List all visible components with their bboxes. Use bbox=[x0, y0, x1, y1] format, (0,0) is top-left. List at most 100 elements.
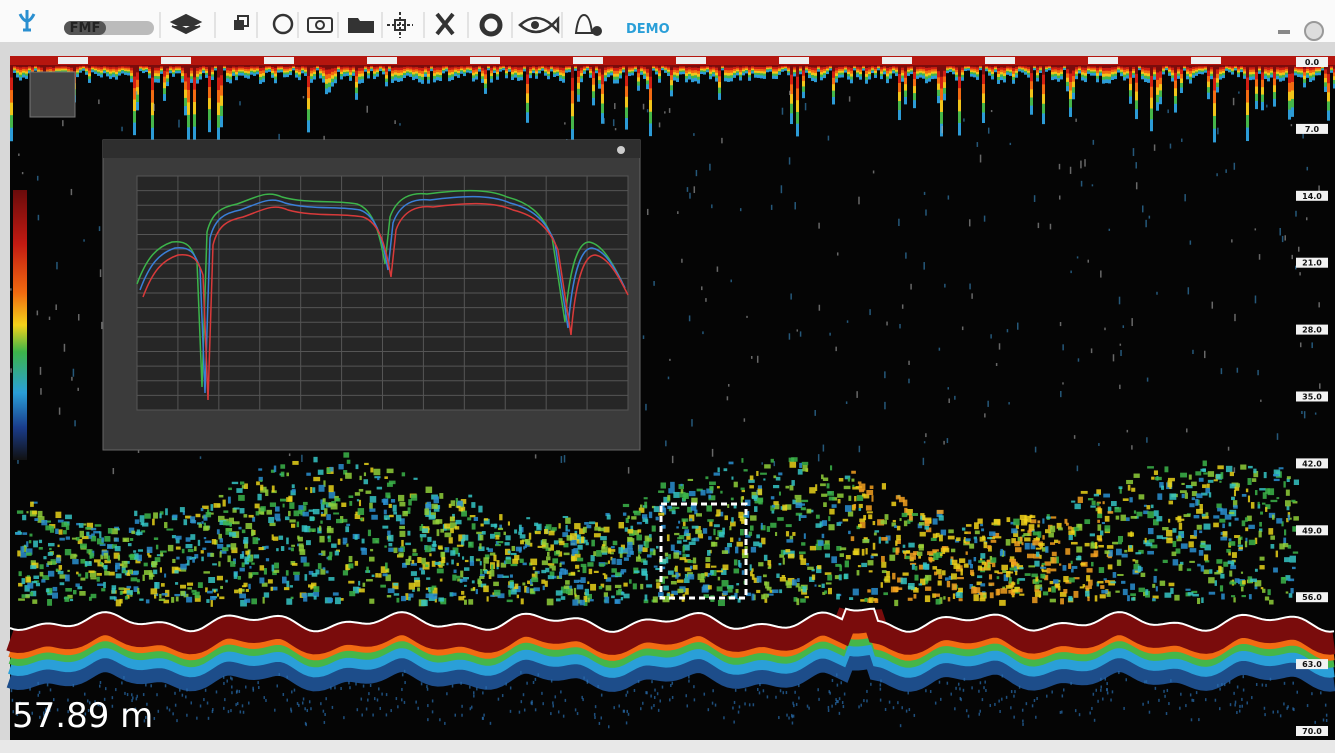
surface-echo bbox=[1168, 73, 1171, 76]
surface-echo bbox=[463, 66, 466, 70]
surface-echo bbox=[262, 70, 265, 75]
surface-echo bbox=[1054, 65, 1057, 69]
tools-icon[interactable] bbox=[435, 12, 455, 36]
surface-echo bbox=[1318, 71, 1321, 74]
surface-echo bbox=[871, 66, 874, 69]
fish-echo bbox=[710, 565, 717, 568]
surface-echo bbox=[1312, 74, 1315, 78]
surface-echo bbox=[334, 76, 337, 81]
fish-echo bbox=[476, 531, 483, 535]
surface-echo bbox=[1174, 65, 1177, 74]
surface-echo bbox=[637, 65, 640, 71]
fish-echo bbox=[828, 524, 835, 531]
fish-echo bbox=[1234, 517, 1239, 521]
surface-echo bbox=[10, 65, 13, 79]
fish-echo bbox=[510, 563, 518, 567]
noise bbox=[1303, 411, 1306, 419]
fish-echo bbox=[1026, 553, 1034, 559]
surface-echo bbox=[331, 65, 334, 70]
folder-icon[interactable] bbox=[348, 18, 374, 33]
surface-echo bbox=[349, 67, 352, 71]
fish-echo bbox=[34, 518, 39, 522]
fish-echo bbox=[179, 507, 185, 513]
surface-echo bbox=[319, 75, 322, 79]
camera-icon[interactable] bbox=[307, 17, 333, 33]
surface-echo bbox=[1201, 66, 1204, 69]
fish-echo bbox=[1051, 551, 1057, 557]
surface-echo bbox=[1060, 67, 1063, 71]
surface-echo bbox=[460, 68, 463, 72]
h-icon[interactable] bbox=[272, 13, 294, 35]
surface-echo bbox=[373, 75, 376, 80]
noise bbox=[1156, 291, 1158, 295]
fish-echo bbox=[241, 585, 247, 588]
fish-echo bbox=[349, 591, 356, 597]
fish-echo bbox=[266, 509, 273, 515]
fish-echo bbox=[210, 504, 214, 511]
fish-echo bbox=[827, 574, 833, 581]
surface-echo bbox=[238, 72, 241, 76]
surface-echo bbox=[292, 68, 295, 71]
surface-echo bbox=[1300, 70, 1303, 74]
surface-echo bbox=[253, 66, 256, 70]
fish-echo bbox=[1207, 479, 1214, 483]
fish-echo bbox=[129, 554, 137, 561]
surface-echo bbox=[709, 67, 712, 71]
surface-echo bbox=[622, 66, 625, 69]
fish-echo bbox=[740, 487, 745, 490]
fish-echo bbox=[43, 556, 47, 560]
surface-echo bbox=[958, 99, 961, 113]
surface-echo bbox=[304, 65, 307, 68]
fish-echo bbox=[273, 569, 280, 573]
fish-echo bbox=[1062, 565, 1067, 571]
surface-echo bbox=[982, 93, 985, 105]
fish-echo bbox=[46, 520, 52, 523]
surface-echo bbox=[619, 71, 622, 75]
surface-echo bbox=[823, 75, 826, 79]
fish-echo bbox=[205, 587, 208, 593]
user-icon[interactable] bbox=[574, 13, 594, 34]
surface-echo bbox=[955, 74, 958, 79]
surface-echo bbox=[247, 67, 250, 71]
fish-echo bbox=[1030, 519, 1037, 524]
surface-echo bbox=[1318, 68, 1321, 71]
noise bbox=[925, 433, 927, 438]
fish-echo bbox=[938, 574, 943, 579]
fish-echo bbox=[520, 540, 524, 545]
fish-echo bbox=[560, 586, 568, 594]
layers-icon[interactable] bbox=[169, 13, 203, 35]
surface-echo bbox=[106, 70, 109, 73]
logo[interactable] bbox=[18, 10, 36, 32]
surface-echo bbox=[328, 78, 331, 84]
surface-echo bbox=[28, 69, 31, 73]
fish-echo bbox=[727, 542, 733, 548]
surface-echo bbox=[733, 66, 736, 70]
fish-echo bbox=[1060, 598, 1064, 605]
surface-echo bbox=[10, 102, 13, 117]
lifebuoy-icon[interactable] bbox=[479, 13, 503, 37]
surface-echo bbox=[1249, 69, 1252, 74]
fish-echo bbox=[831, 504, 837, 508]
time-strip bbox=[10, 56, 1335, 65]
surface-echo bbox=[1237, 70, 1240, 74]
surface-echo bbox=[1288, 73, 1291, 84]
surface-echo bbox=[1231, 69, 1234, 72]
surface-echo bbox=[1021, 66, 1024, 69]
power-button[interactable] bbox=[1304, 21, 1324, 41]
move-icon[interactable] bbox=[387, 12, 413, 38]
fish-echo bbox=[1122, 588, 1128, 596]
surface-echo bbox=[157, 76, 160, 80]
fish-echo bbox=[276, 548, 279, 552]
fish-echo bbox=[653, 565, 658, 568]
fish-icon[interactable] bbox=[518, 15, 560, 35]
fish-echo bbox=[1166, 529, 1173, 537]
surface-echo bbox=[424, 65, 427, 68]
fish-echo bbox=[1088, 579, 1093, 586]
surface-echo bbox=[538, 69, 541, 73]
fish-echo bbox=[504, 542, 510, 546]
surface-echo bbox=[232, 66, 235, 70]
fish-echo bbox=[576, 557, 584, 562]
fish-echo bbox=[600, 583, 605, 588]
surface-echo bbox=[520, 65, 523, 69]
fish-echo bbox=[366, 566, 369, 573]
